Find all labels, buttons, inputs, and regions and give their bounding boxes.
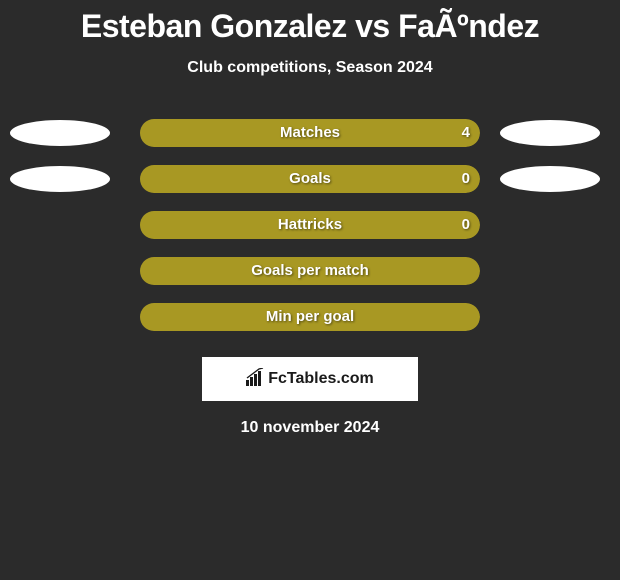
comparison-card: Esteban Gonzalez vs FaÃºndez Club compet…	[0, 0, 620, 580]
comparison-rows: Matches4 Goals0 Hattricks0 Goals per match M…	[0, 119, 620, 331]
stat-value-right: 0	[462, 211, 470, 239]
logo-text: FcTables.com	[268, 370, 374, 387]
stat-row: Min per goal	[0, 303, 620, 331]
player-right-marker	[500, 120, 600, 146]
stat-value-right: 4	[462, 119, 470, 147]
bar-fill-right	[140, 119, 480, 147]
bar-fill-right	[140, 257, 480, 285]
player-left-marker	[10, 166, 110, 192]
bar-fill-right	[140, 211, 480, 239]
bar-track	[140, 119, 480, 147]
bar-track	[140, 165, 480, 193]
page-title: Esteban Gonzalez vs FaÃºndez	[0, 0, 620, 45]
bar-fill-right	[140, 303, 480, 331]
stat-row: Goals0	[0, 165, 620, 193]
stat-row: Hattricks0	[0, 211, 620, 239]
stat-value-right: 0	[462, 165, 470, 193]
logo-badge: FcTables.com	[202, 357, 418, 401]
date-label: 10 november 2024	[0, 419, 620, 437]
bar-track	[140, 211, 480, 239]
bar-fill-right	[140, 165, 480, 193]
bar-track	[140, 257, 480, 285]
stat-row: Matches4	[0, 119, 620, 147]
stat-row: Goals per match	[0, 257, 620, 285]
bar-track	[140, 303, 480, 331]
subtitle: Club competitions, Season 2024	[0, 59, 620, 77]
bar-chart-icon	[246, 368, 266, 386]
player-left-marker	[10, 120, 110, 146]
player-right-marker	[500, 166, 600, 192]
